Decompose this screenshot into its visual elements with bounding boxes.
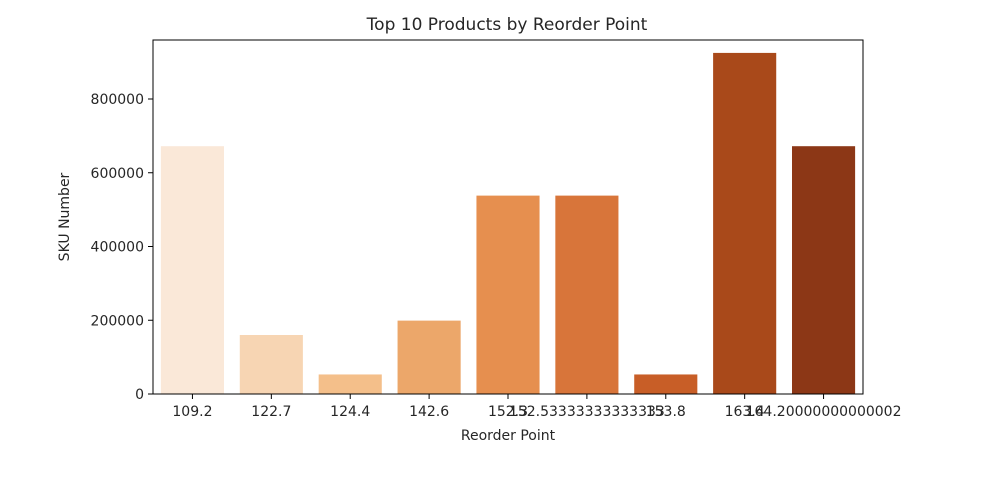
x-tick-label: 152.53333333333333 [509, 404, 665, 420]
bar [634, 374, 698, 394]
y-axis-label: SKU Number [57, 172, 73, 261]
bar [239, 335, 303, 394]
y-tick-label: 600000 [91, 166, 144, 182]
x-tick-label: 122.7 [251, 404, 291, 420]
bar [318, 374, 382, 394]
bar [792, 146, 856, 394]
bar [397, 320, 461, 394]
bar [160, 146, 224, 394]
x-tick-label: 109.2 [172, 404, 212, 420]
y-axis: 0 200000 400000 600000 800000 [91, 92, 153, 403]
bar [476, 195, 540, 394]
x-tick-label: 153.8 [646, 404, 686, 420]
x-tick-label: 124.4 [330, 404, 370, 420]
x-axis: 109.2 122.7 124.4 142.6 152.3152.53333333333… [172, 394, 901, 420]
x-tick-label: 152.3 [488, 404, 528, 420]
x-tick-label: 163.4 [725, 404, 765, 420]
x-tick-label: 142.6 [409, 404, 449, 420]
x-axis-label: Reorder Point [461, 428, 556, 444]
y-tick-label: 200000 [91, 313, 144, 329]
x-tick-label: 164.20000000000002 [746, 404, 902, 420]
bar [555, 195, 619, 394]
y-tick-label: 800000 [91, 92, 144, 108]
chart-title: Top 10 Products by Reorder Point [366, 15, 648, 35]
y-tick-label: 0 [135, 387, 144, 403]
bar [713, 52, 777, 394]
bars-group [160, 52, 856, 394]
y-tick-label: 400000 [91, 240, 144, 256]
